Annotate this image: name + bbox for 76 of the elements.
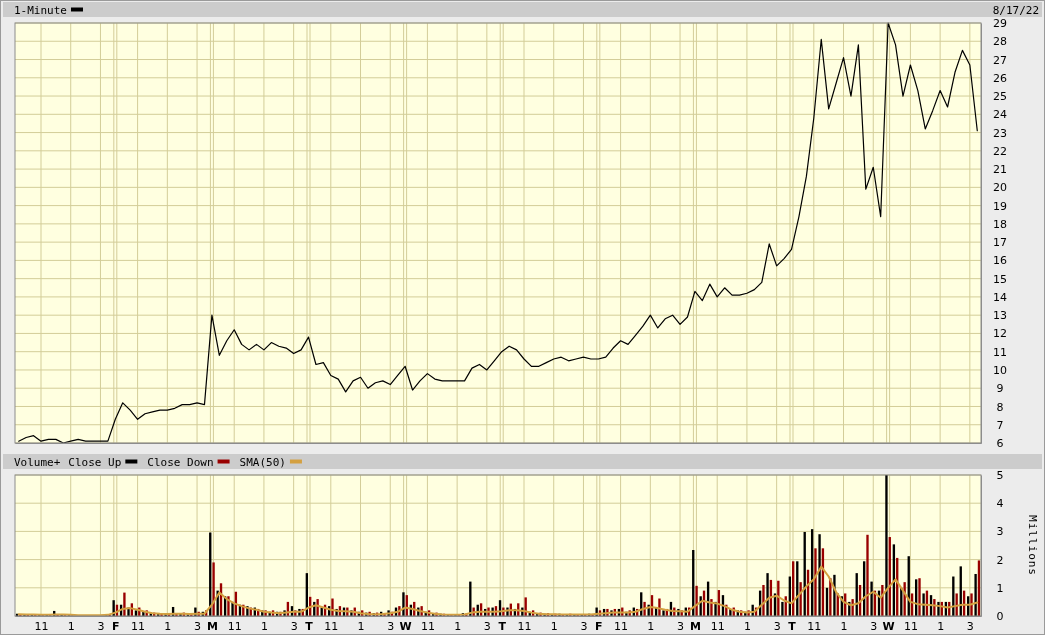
x-tick-label: 11 (324, 619, 339, 633)
x-tick-label: 11 (903, 619, 918, 633)
x-tick-label: 3 (966, 619, 974, 633)
x-tick-label: 3 (580, 619, 588, 633)
x-tick-label: 1 (67, 619, 75, 633)
x-tick-label: 11 (131, 619, 146, 633)
y-tick-label: 7 (996, 418, 1004, 432)
y-tick-label: 6 (996, 437, 1004, 451)
y-axis-title: Millions (1026, 515, 1039, 576)
y-tick-label: 27 (993, 53, 1007, 67)
x-tick-label: 3 (290, 619, 298, 633)
y-tick-label: 15 (993, 272, 1007, 286)
x-tick-label: 1 (260, 619, 268, 633)
x-tick-label: 1 (840, 619, 848, 633)
x-tick-label: M (689, 619, 701, 633)
x-tick-label: M (206, 619, 218, 633)
y-tick-label: 8 (996, 400, 1004, 414)
x-tick-label: 3 (870, 619, 878, 633)
y-tick-label: 24 (993, 108, 1007, 122)
y-tick-label: 23 (993, 126, 1007, 140)
x-tick-label: 1 (164, 619, 172, 633)
y-tick-label: 12 (993, 327, 1007, 341)
y-tick-label: 19 (993, 199, 1007, 213)
x-tick-label: 11 (807, 619, 822, 633)
y-tick-label: 10 (993, 363, 1007, 377)
y-tick-label: 29 (993, 17, 1007, 31)
x-tick-label: W (882, 619, 895, 633)
x-tick-label: T (305, 619, 314, 633)
x-tick-label: 3 (194, 619, 202, 633)
x-tick-label: 11 (227, 619, 242, 633)
y-tick-label: 2 (996, 553, 1004, 567)
y-tick-label: 0 (996, 610, 1004, 624)
x-tick-label: 11 (34, 619, 49, 633)
y-tick-label: 20 (993, 181, 1007, 195)
x-tick-label: 11 (710, 619, 725, 633)
x-tick-label: 1 (550, 619, 558, 633)
y-tick-label: 4 (996, 497, 1004, 511)
x-tick-label: 1 (454, 619, 462, 633)
x-tick-label: 1 (743, 619, 751, 633)
x-tick-label: W (399, 619, 412, 633)
y-tick-label: 5 (996, 469, 1004, 483)
y-tick-label: 22 (993, 144, 1007, 158)
x-tick-label: 11 (420, 619, 435, 633)
legend-label: SMA(50) (239, 455, 286, 469)
y-tick-label: 3 (996, 525, 1004, 539)
legend-label: Close Up (68, 455, 122, 469)
x-tick-label: 1 (937, 619, 945, 633)
y-tick-label: 18 (993, 217, 1007, 231)
x-tick-label: 3 (97, 619, 105, 633)
y-tick-label: 25 (993, 90, 1007, 104)
y-tick-label: 9 (996, 382, 1004, 396)
y-tick-label: 16 (993, 254, 1007, 268)
chart-title: Volume+ (14, 455, 61, 469)
x-tick-label: 3 (483, 619, 491, 633)
x-tick-label: 1 (357, 619, 365, 633)
y-tick-label: 14 (993, 290, 1007, 304)
y-tick-label: 28 (993, 35, 1007, 49)
x-tick-label: 1 (647, 619, 655, 633)
y-tick-label: 26 (993, 71, 1007, 85)
x-tick-label: 3 (773, 619, 781, 633)
x-tick-label: 11 (517, 619, 532, 633)
y-tick-label: 17 (993, 236, 1007, 250)
text: 8/17/22 (992, 3, 1039, 17)
x-tick-label: T (788, 619, 797, 633)
x-tick-label: F (112, 619, 120, 633)
x-tick-label: F (595, 619, 603, 633)
y-tick-label: 13 (993, 309, 1007, 323)
legend-label: 1-Minute (14, 3, 67, 17)
x-tick-label: 3 (387, 619, 395, 633)
y-tick-label: 1 (996, 581, 1004, 595)
y-tick-label: 21 (993, 163, 1007, 177)
x-tick-label: T (498, 619, 507, 633)
y-tick-label: 11 (993, 345, 1007, 359)
legend-label: Close Down (147, 455, 214, 469)
x-tick-label: 11 (614, 619, 629, 633)
x-tick-label: 3 (677, 619, 685, 633)
